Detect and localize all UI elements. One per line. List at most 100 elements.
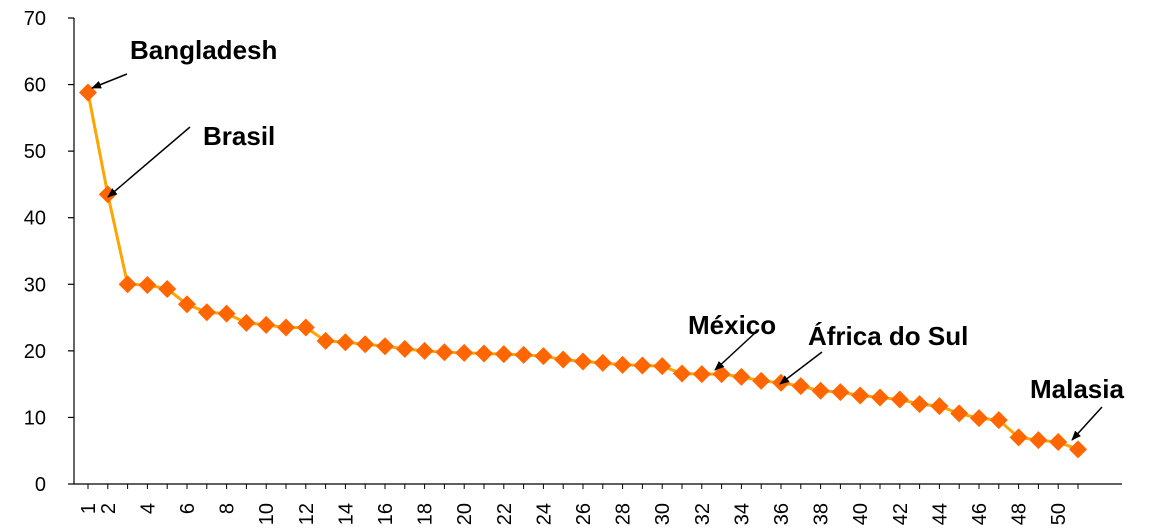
y-tick-label: 40 xyxy=(24,208,46,230)
x-tick-label: 14 xyxy=(335,503,357,525)
x-tick-label: 2 xyxy=(98,503,120,514)
annotation-arrow xyxy=(779,351,823,385)
y-tick-label: 0 xyxy=(35,474,46,496)
x-tick-label: 48 xyxy=(1009,503,1031,525)
y-tick-label: 70 xyxy=(24,8,46,30)
data-point xyxy=(178,295,196,314)
data-point xyxy=(98,185,117,204)
data-point xyxy=(613,355,632,374)
data-point xyxy=(455,343,474,362)
x-tick-label: 4 xyxy=(137,503,159,514)
data-point xyxy=(554,350,573,369)
annotation-label: Bangladesh xyxy=(130,35,277,65)
data-point xyxy=(79,83,97,102)
x-tick-label: 30 xyxy=(652,503,674,525)
data-point xyxy=(257,315,276,334)
data-point xyxy=(1049,433,1068,452)
data-point xyxy=(376,337,394,356)
data-point xyxy=(732,367,751,386)
data-point xyxy=(514,345,533,364)
data-point xyxy=(910,395,929,414)
x-tick-label: 20 xyxy=(454,503,476,525)
data-point xyxy=(950,404,969,423)
data-point xyxy=(633,356,652,375)
data-point xyxy=(692,365,711,384)
data-point xyxy=(811,381,830,400)
x-tick-label: 10 xyxy=(256,503,278,525)
series-group xyxy=(79,83,1087,459)
data-point xyxy=(534,347,553,366)
data-point xyxy=(237,313,256,332)
data-point xyxy=(356,335,375,354)
data-point xyxy=(415,341,434,360)
data-point xyxy=(158,279,177,298)
annotation-label: África do Sul xyxy=(808,321,968,351)
data-point xyxy=(1069,440,1087,459)
data-point xyxy=(970,409,988,428)
x-tick-label: 34 xyxy=(731,503,753,525)
x-tick-label: 40 xyxy=(850,503,872,525)
annotation-arrow xyxy=(1071,406,1103,441)
annotation-arrow xyxy=(91,73,128,89)
data-point xyxy=(277,318,295,337)
annotation-label: Brasil xyxy=(203,121,275,151)
y-tick-label: 30 xyxy=(24,274,46,296)
y-axis-ticks: 0 10 20 30 40 50 60 70 xyxy=(24,8,74,496)
data-point xyxy=(197,303,216,322)
data-point xyxy=(752,371,771,390)
x-tick-label: 42 xyxy=(890,503,912,525)
annotation-label: México xyxy=(688,310,776,340)
data-point xyxy=(217,304,236,323)
x-tick-label: 18 xyxy=(415,503,437,525)
data-point xyxy=(296,318,315,337)
x-tick-label: 36 xyxy=(771,503,793,525)
data-point xyxy=(475,344,493,363)
annotation-arrow xyxy=(714,332,756,371)
y-tick-label: 20 xyxy=(24,341,46,363)
x-tick-label: 46 xyxy=(969,503,991,525)
axes xyxy=(73,18,1122,485)
data-point xyxy=(673,364,691,383)
data-point xyxy=(791,377,810,396)
data-point xyxy=(395,339,414,358)
x-axis-ticks: 12 4 6 8 10 12 14 16 18 20 22 24 26 28 30 32 34 36 38 40 42 4… xyxy=(78,484,1079,525)
y-tick-label: 60 xyxy=(24,75,46,97)
x-tick-label: 38 xyxy=(811,503,833,525)
data-point xyxy=(989,411,1008,430)
data-point xyxy=(1029,431,1048,450)
data-point xyxy=(930,397,949,416)
x-tick-label: 44 xyxy=(929,503,951,525)
data-point xyxy=(831,383,850,402)
data-point xyxy=(593,353,612,372)
data-point xyxy=(118,275,137,294)
y-tick-label: 10 xyxy=(24,407,46,429)
data-point xyxy=(1009,428,1028,447)
data-point xyxy=(712,365,731,384)
data-point xyxy=(653,357,672,376)
data-point xyxy=(890,390,909,409)
x-tick-label: 50 xyxy=(1048,503,1070,525)
x-tick-label: 8 xyxy=(217,503,239,514)
data-point xyxy=(316,331,335,350)
x-tick-label: 32 xyxy=(692,503,714,525)
x-tick-label: 6 xyxy=(177,503,199,514)
x-tick-label: 16 xyxy=(375,503,397,525)
data-point xyxy=(871,388,889,407)
data-point xyxy=(494,345,513,364)
annotations-group: Bangladesh Brasil México África do Sul Malas… xyxy=(91,35,1124,441)
x-tick-label: 12 xyxy=(296,503,318,525)
x-tick-label: 1 xyxy=(78,503,100,514)
data-point xyxy=(138,275,157,294)
annotation-arrow xyxy=(107,126,191,198)
data-point xyxy=(336,333,355,352)
annotation-label: Malasia xyxy=(1030,374,1124,404)
x-tick-label: 28 xyxy=(613,503,635,525)
y-tick-label: 50 xyxy=(24,141,46,163)
x-tick-label: 24 xyxy=(533,503,555,525)
x-tick-label: 22 xyxy=(494,503,516,525)
x-tick-label: 26 xyxy=(573,503,595,525)
data-point xyxy=(435,343,454,362)
data-point xyxy=(851,386,870,405)
